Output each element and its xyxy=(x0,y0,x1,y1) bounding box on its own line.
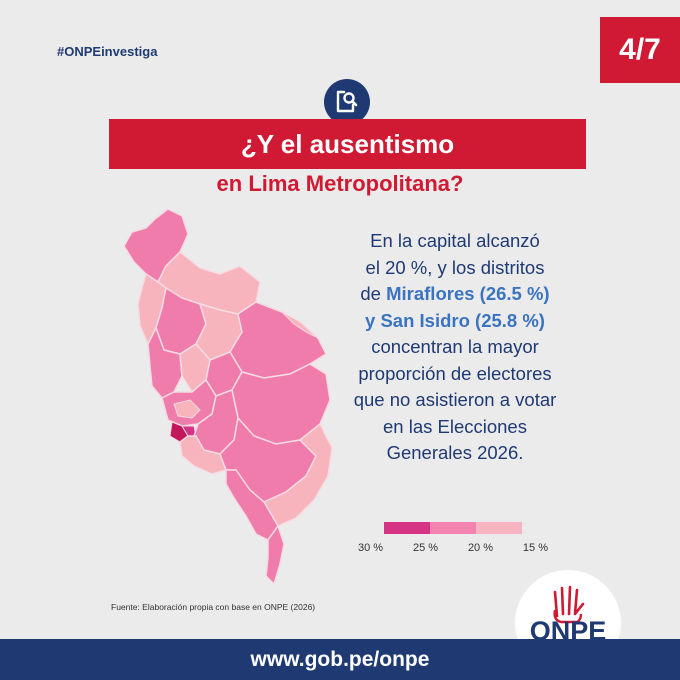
title: ¿Y el ausentismo xyxy=(240,128,455,159)
map-district-coast-mid xyxy=(147,326,183,399)
lima-districts-map xyxy=(123,208,333,586)
legend-label-30: 30 % xyxy=(358,542,384,554)
footer-bar: www.gob.pe/onpe xyxy=(0,639,680,680)
hand-vote-icon xyxy=(553,585,585,624)
body-text: En la capital alcanzó el 20 %, y los dis… xyxy=(330,228,580,467)
body-line-3-prefix: de xyxy=(360,283,387,304)
legend-labels: 30 % 25 % 20 % 15 % xyxy=(358,542,548,554)
legend-label-20: 20 % xyxy=(467,542,494,554)
san-isidro-highlight: y San Isidro (25.8 %) xyxy=(365,309,545,331)
map-district-south-tip xyxy=(265,524,285,586)
title-banner: ¿Y el ausentismo xyxy=(109,119,586,169)
legend-swatch-mid xyxy=(430,522,476,534)
map-district-east-tip xyxy=(281,311,319,339)
hashtag: #ONPEinvestiga xyxy=(57,44,158,59)
page-indicator: 4/7 xyxy=(600,17,680,83)
footer-url[interactable]: www.gob.pe/onpe xyxy=(250,647,430,671)
legend-swatch-dark xyxy=(384,522,430,534)
map-district-south-light xyxy=(262,422,333,527)
document-search-icon xyxy=(324,79,370,125)
map-district-lima-light xyxy=(173,399,201,419)
body-line-8: en las Elecciones xyxy=(383,415,527,437)
source-note: Fuente: Elaboración propia con base en O… xyxy=(111,602,316,612)
miraflores-highlight: Miraflores (26.5 %) xyxy=(386,283,550,304)
body-line-5: concentran la mayor xyxy=(371,336,539,357)
body-line-9: Generales 2026. xyxy=(386,442,524,463)
legend-label-15: 15 % xyxy=(522,542,548,554)
body-line-6: proporción de electores xyxy=(358,362,552,384)
body-line-3: de Miraflores (26.5 %) xyxy=(330,281,580,308)
body-line-1: En la capital alcanzó xyxy=(370,230,540,251)
body-line-2: el 20 %, y los distritos xyxy=(365,256,545,278)
subtitle: en Lima Metropolitana? xyxy=(216,171,464,196)
legend-swatch-light xyxy=(476,522,522,534)
page-indicator-text: 4/7 xyxy=(619,33,661,66)
legend-color-scale xyxy=(384,522,522,534)
legend-label-25: 25 % xyxy=(412,542,439,554)
document-search-icon-glyph xyxy=(336,90,358,113)
body-line-7: que no asistieron a votar xyxy=(353,389,557,410)
